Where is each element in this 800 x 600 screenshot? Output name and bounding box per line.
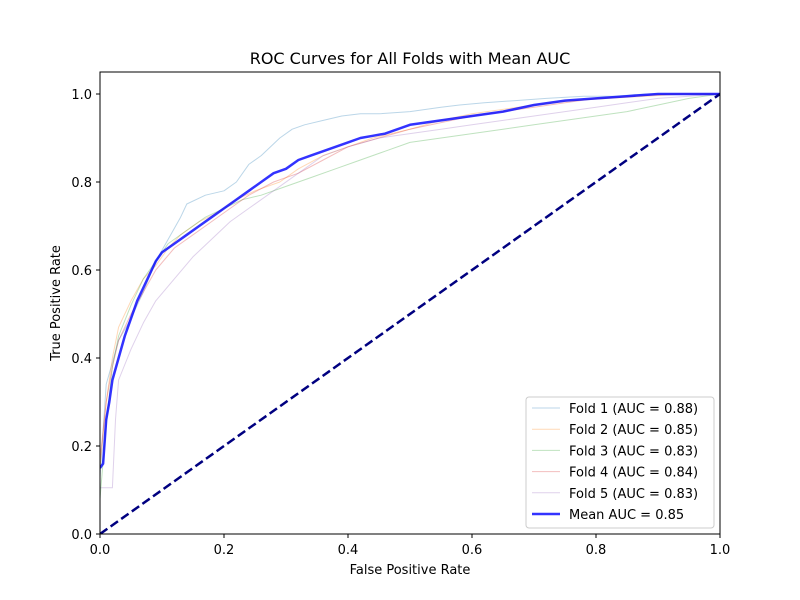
series-line-4 <box>100 93 720 534</box>
y-tick-label: 0.8 <box>71 176 92 191</box>
y-tick-label: 0.6 <box>71 264 92 279</box>
legend-entries: Fold 1 (AUC = 0.88) Fold 2 (AUC = 0.85) Fo… <box>532 402 698 523</box>
y-tick-label: 0.0 <box>71 528 92 543</box>
x-tick-label: 0.2 <box>214 543 235 558</box>
x-axis-label: False Positive Rate <box>350 563 471 578</box>
plot-frame <box>99 71 721 535</box>
legend-label: Fold 4 (AUC = 0.84) <box>569 466 698 481</box>
series-line-1 <box>100 93 720 534</box>
legend: Fold 1 (AUC = 0.88) Fold 2 (AUC = 0.85) Fo… <box>525 396 715 529</box>
x-tick-label: 0.4 <box>338 543 359 558</box>
plot-area <box>99 71 721 535</box>
chart-title: ROC Curves for All Folds with Mean AUC <box>250 49 571 68</box>
y-tick-label: 0.2 <box>71 440 92 455</box>
legend-label: Fold 5 (AUC = 0.83) <box>569 487 698 502</box>
legend-label: Mean AUC = 0.85 <box>569 508 684 523</box>
series-line-5 <box>100 93 720 534</box>
series-line-6 <box>100 92 720 469</box>
y-axis-label: True Positive Rate <box>49 245 64 362</box>
chance-diagonal-line <box>100 92 720 534</box>
x-tick-label: 0.0 <box>90 543 111 558</box>
y-tick-label: 1.0 <box>71 88 92 103</box>
legend-label: Fold 3 (AUC = 0.83) <box>569 444 698 459</box>
x-tick-label: 0.6 <box>462 543 483 558</box>
series-line-3 <box>100 93 720 534</box>
legend-label: Fold 2 (AUC = 0.85) <box>569 423 698 438</box>
legend-box <box>525 396 715 529</box>
y-axis-ticks: 0.0 0.2 0.4 0.6 0.8 1.0 <box>71 88 100 543</box>
x-tick-label: 1.0 <box>710 543 731 558</box>
x-axis-ticks: 0.0 0.2 0.4 0.6 0.8 1.0 <box>90 534 731 558</box>
curves-group <box>100 92 720 534</box>
y-tick-label: 0.4 <box>71 352 92 367</box>
legend-label: Fold 1 (AUC = 0.88) <box>569 402 698 417</box>
x-tick-label: 0.8 <box>586 543 607 558</box>
